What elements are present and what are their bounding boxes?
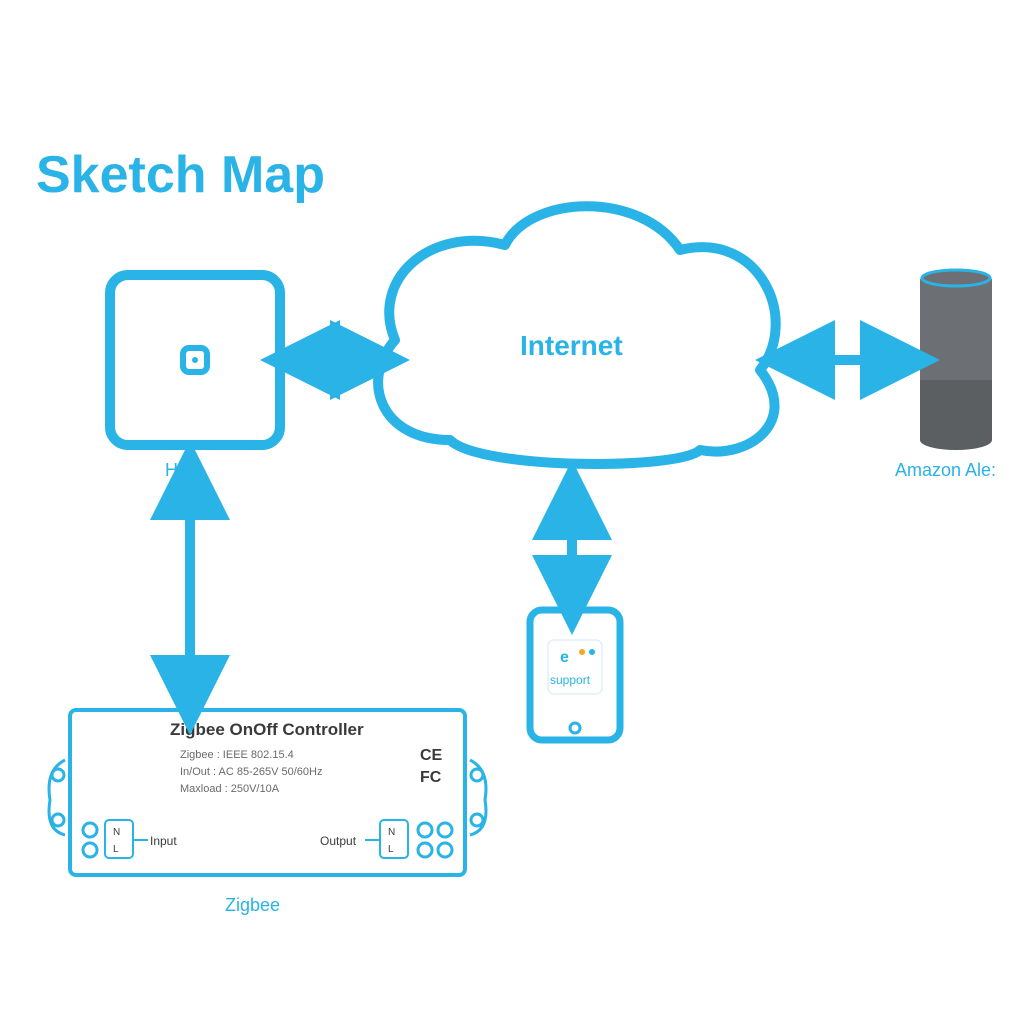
page-title: Sketch Map [36, 145, 325, 205]
zigbee-l2: L [388, 844, 394, 855]
alexa-label: Amazon Ale: [895, 460, 996, 481]
zigbee-title: Zigbee OnOff Controller [170, 720, 364, 739]
zigbee-label: Zigbee [225, 895, 280, 916]
cloud-label: Internet [520, 330, 623, 362]
zigbee-spec3: Maxload : 250V/10A [180, 783, 280, 795]
zigbee-n1: N [113, 827, 120, 838]
zigbee-input-label: Input [150, 834, 177, 848]
phone-app-support: support [550, 673, 591, 687]
zigbee-spec2: In/Out : AC 85-265V 50/60Hz [180, 766, 322, 778]
zigbee-spec1: Zigbee : IEEE 802.15.4 [180, 749, 294, 761]
alexa-node [920, 270, 992, 450]
hub-dot-icon [192, 357, 198, 363]
zigbee-n2: N [388, 827, 395, 838]
hub-label: Hub [165, 460, 198, 481]
zigbee-l1: L [113, 844, 119, 855]
phone-app-e: e [560, 649, 569, 666]
zigbee-fc: FC [420, 769, 442, 786]
phone-node: e support [530, 610, 620, 740]
zigbee-ce: CE [420, 747, 443, 764]
zigbee-node: Zigbee OnOff Controller Zigbee : IEEE 80… [49, 710, 486, 875]
zigbee-output-label: Output [320, 834, 357, 848]
